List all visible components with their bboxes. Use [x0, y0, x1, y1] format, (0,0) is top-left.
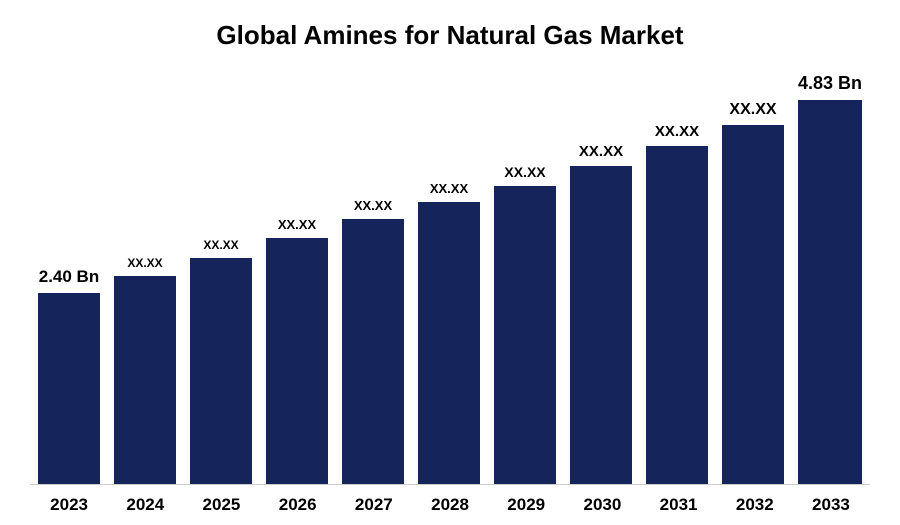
- bar: [114, 276, 176, 484]
- x-axis-tick: 2024: [114, 495, 176, 515]
- x-axis-tick: 2028: [419, 495, 481, 515]
- x-axis-tick: 2030: [571, 495, 633, 515]
- bar-value-label: XX.XX: [203, 238, 238, 252]
- bar: [342, 219, 404, 484]
- bar-column: XX.XX: [646, 71, 708, 484]
- chart-title: Global Amines for Natural Gas Market: [30, 20, 870, 51]
- bar-value-label: XX.XX: [655, 123, 699, 140]
- x-axis-tick: 2023: [38, 495, 100, 515]
- bar-value-label: 4.83 Bn: [798, 73, 862, 94]
- bar-value-label: XX.XX: [127, 256, 162, 270]
- bar: [190, 258, 252, 484]
- bar-value-label: XX.XX: [579, 143, 623, 160]
- bar-column: XX.XX: [266, 71, 328, 484]
- x-axis: 2023 2024 2025 2026 2027 2028 2029 2030 2031 2032…: [30, 485, 870, 515]
- bar: [722, 125, 784, 484]
- bar-value-label: XX.XX: [278, 217, 316, 232]
- bar: [798, 100, 862, 484]
- x-axis-tick: 2027: [343, 495, 405, 515]
- bar-value-label: XX.XX: [504, 164, 545, 180]
- bar: [418, 202, 480, 484]
- bar-column: XX.XX: [190, 71, 252, 484]
- x-axis-tick: 2026: [267, 495, 329, 515]
- x-axis-tick: 2025: [190, 495, 252, 515]
- x-axis-tick: 2032: [724, 495, 786, 515]
- x-axis-tick: 2029: [495, 495, 557, 515]
- plot-area: 2.40 Bn XX.XX XX.XX XX.XX XX.XX XX.XX XX.XX XX.…: [30, 71, 870, 485]
- bar-value-label: XX.XX: [729, 101, 776, 119]
- x-axis-tick: 2033: [800, 495, 862, 515]
- bar: [646, 146, 708, 484]
- bar-column: XX.XX: [570, 71, 632, 484]
- bar-value-label: 2.40 Bn: [39, 267, 99, 287]
- chart-area: 2.40 Bn XX.XX XX.XX XX.XX XX.XX XX.XX XX.XX XX.…: [30, 71, 870, 515]
- bar-column: 2.40 Bn: [38, 71, 100, 484]
- bar-column: XX.XX: [114, 71, 176, 484]
- bar: [494, 186, 556, 484]
- bar-column: 4.83 Bn: [798, 71, 862, 484]
- bar: [570, 166, 632, 484]
- x-axis-tick: 2031: [648, 495, 710, 515]
- bar-value-label: XX.XX: [354, 198, 392, 213]
- bar-column: XX.XX: [342, 71, 404, 484]
- bar-value-label: XX.XX: [430, 181, 468, 196]
- bar-column: XX.XX: [494, 71, 556, 484]
- bar: [38, 293, 100, 484]
- bar: [266, 238, 328, 484]
- bar-column: XX.XX: [722, 71, 784, 484]
- bar-column: XX.XX: [418, 71, 480, 484]
